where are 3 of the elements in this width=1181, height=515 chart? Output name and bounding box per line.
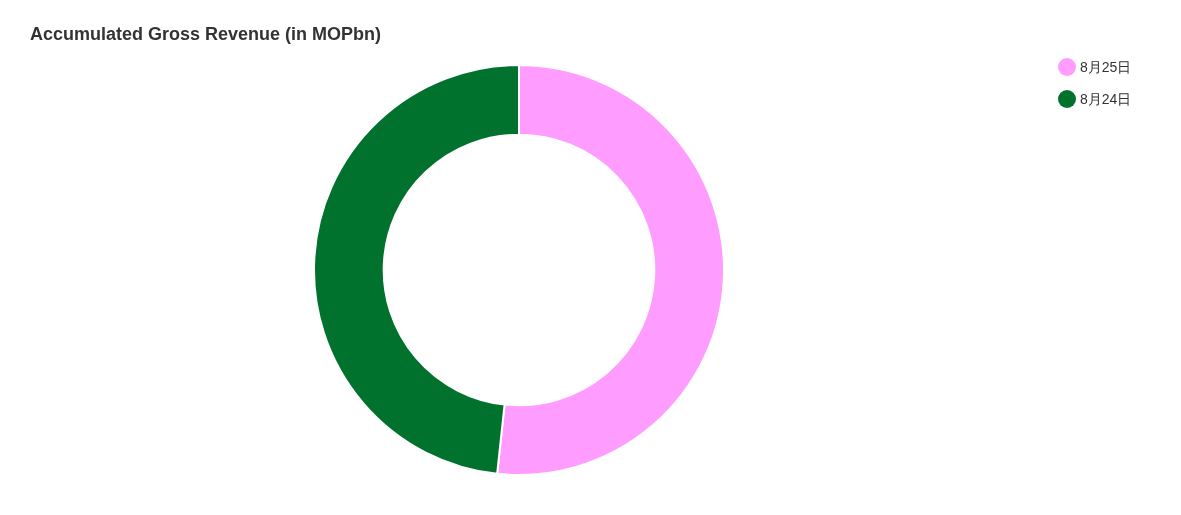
legend-label: 8月24日 bbox=[1080, 91, 1132, 107]
legend-label: 8月25日 bbox=[1080, 59, 1132, 75]
chart-title: Accumulated Gross Revenue (in MOPbn) bbox=[30, 24, 382, 44]
